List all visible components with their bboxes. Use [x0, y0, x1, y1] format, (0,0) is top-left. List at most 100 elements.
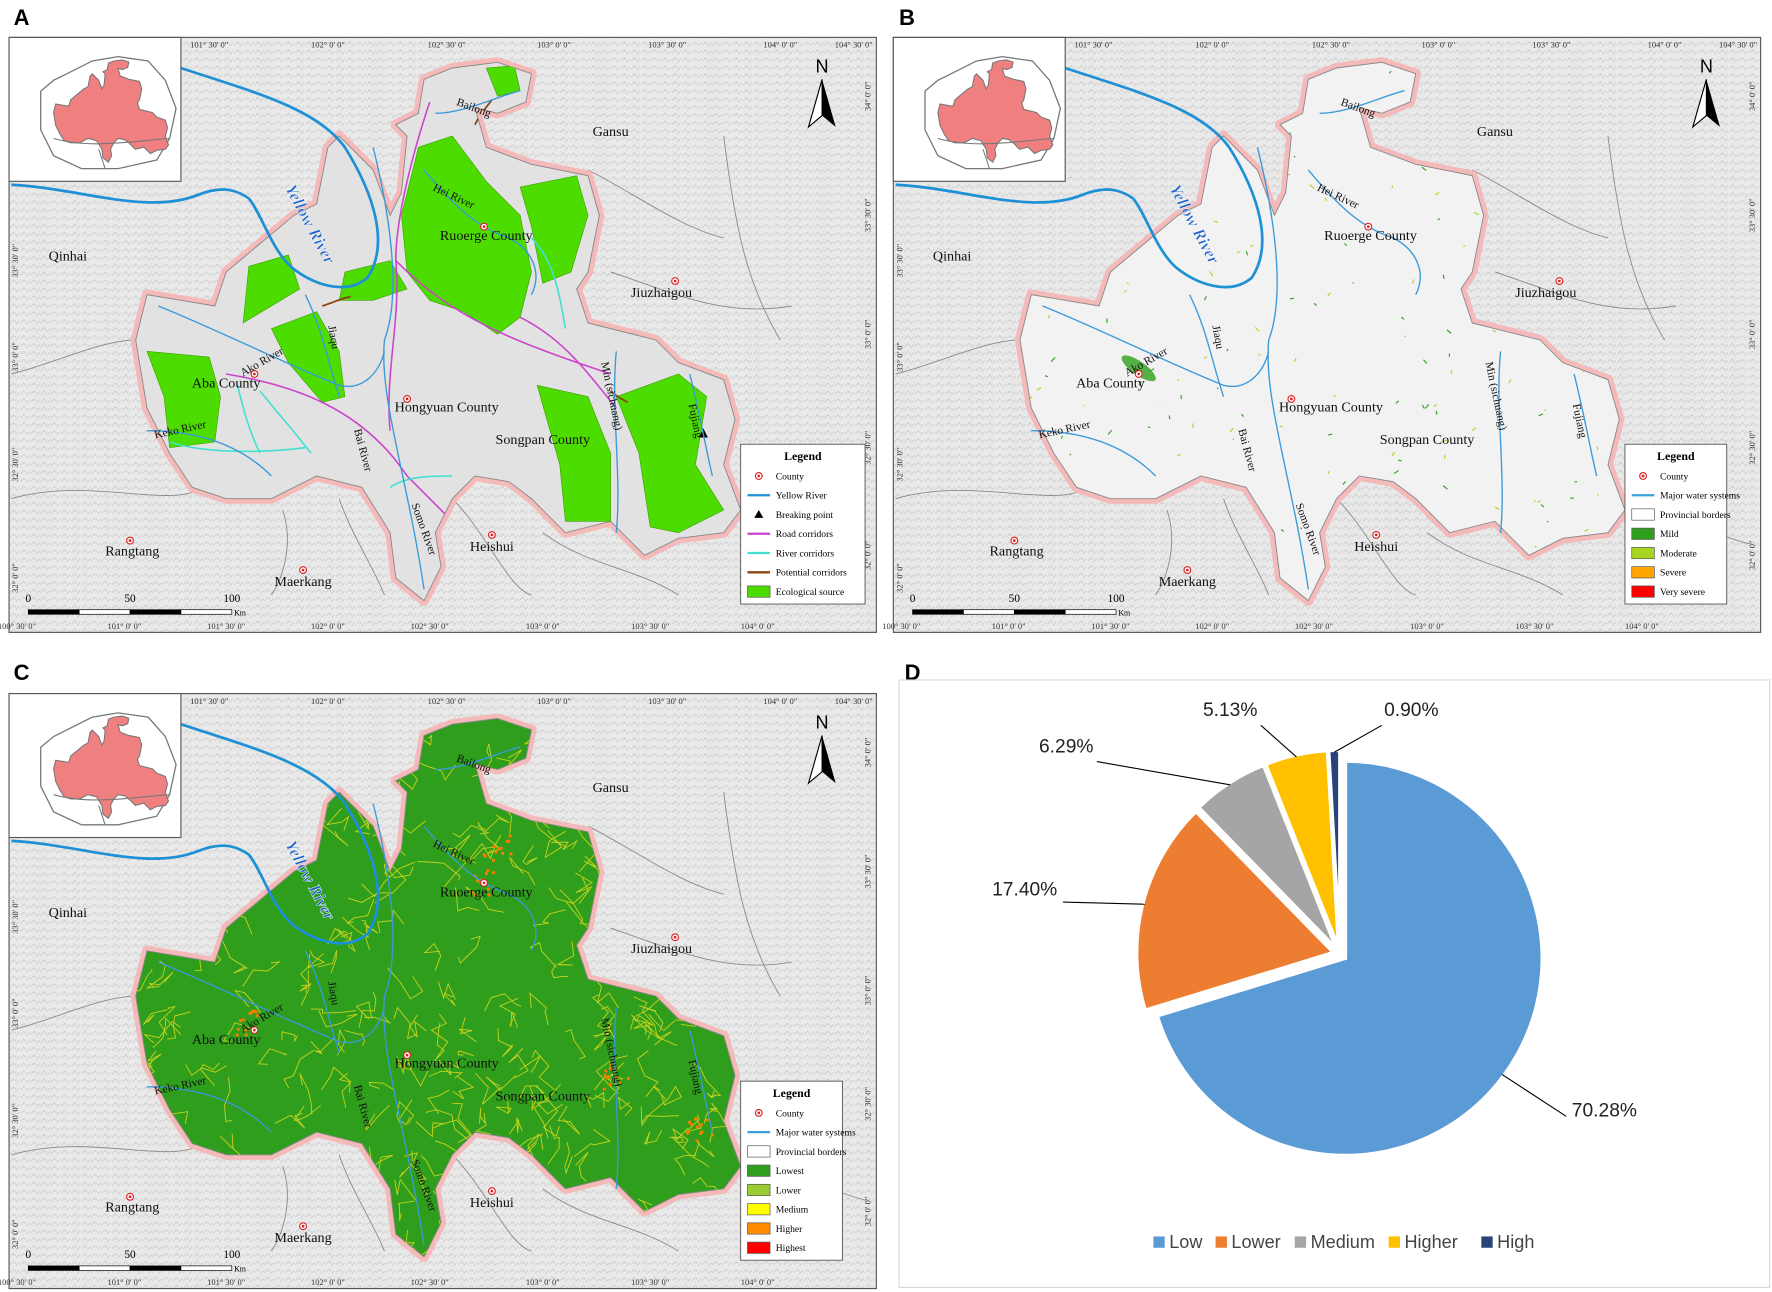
degradation-speck	[1395, 400, 1400, 404]
resistance-mesh	[575, 872, 593, 904]
high-resistance	[491, 871, 496, 875]
legend-swatch	[1631, 585, 1655, 598]
longitude-label: 103° 0' 0"	[537, 40, 571, 50]
high-resistance	[492, 844, 496, 849]
latitude-label: 33° 30' 0"	[894, 244, 904, 278]
north-arrow-hollow	[1691, 79, 1707, 129]
scale-label: 100	[223, 1249, 240, 1261]
longitude-label: 101° 30' 0"	[190, 40, 228, 50]
resistance-mesh	[281, 1031, 298, 1042]
latitude-label: 32° 0' 0"	[863, 540, 873, 570]
latitude-label: 33° 30' 0"	[10, 900, 20, 934]
degradation-speck	[1546, 520, 1549, 523]
river	[613, 1007, 619, 1189]
longitude-label: 103° 30' 0"	[1532, 40, 1570, 50]
resistance-mesh	[474, 1072, 502, 1105]
high-resistance	[700, 1130, 704, 1134]
county-dot-center	[1290, 397, 1293, 401]
resistance-mesh	[517, 1085, 545, 1102]
yellow-river	[1064, 66, 1264, 289]
county-dot-center	[1137, 372, 1141, 376]
place-label: Qinhai	[49, 905, 88, 921]
resistance-mesh	[457, 1050, 474, 1057]
legend-swatch	[747, 1183, 771, 1196]
resistance-mesh	[242, 961, 281, 987]
place-label: Songpan County	[496, 1088, 591, 1104]
resistance-mesh	[444, 982, 456, 1007]
county-dot-center	[405, 397, 409, 401]
longitude-label: 102° 30' 0"	[1295, 621, 1333, 631]
legend-label: Severe	[1660, 568, 1686, 579]
resistance-mesh	[397, 1200, 415, 1221]
resistance-mesh	[497, 1028, 514, 1058]
high-resistance	[693, 1117, 698, 1121]
resistance-mesh	[551, 963, 569, 979]
latitude-label: 33° 0' 0"	[1747, 320, 1757, 350]
resistance-mesh	[593, 1075, 620, 1102]
county-border	[271, 509, 288, 596]
panel-label: D	[905, 660, 921, 685]
river	[689, 373, 714, 477]
river	[1042, 305, 1270, 388]
degradation-speck	[1401, 316, 1405, 320]
scale-unit: Km	[1118, 608, 1131, 617]
resistance-mesh	[365, 1104, 390, 1131]
place-label: Aba County	[192, 1032, 262, 1048]
scale-label: 50	[1009, 593, 1021, 605]
scale-bar-segment	[78, 609, 131, 615]
longitude-label: 101° 0' 0"	[107, 621, 141, 631]
resistance-mesh	[585, 1091, 605, 1108]
resistance-mesh	[660, 1085, 683, 1106]
resistance-mesh	[509, 1117, 523, 1135]
resistance-mesh	[595, 1055, 628, 1095]
legend-label: Lower	[1231, 1232, 1280, 1252]
high-resistance	[236, 1027, 241, 1031]
degradation-speck	[1229, 427, 1234, 433]
inset-county-border	[53, 137, 170, 169]
degradation-speck	[1474, 211, 1480, 216]
resistance-mesh	[485, 1074, 517, 1091]
county-border	[1494, 271, 1676, 310]
resistance-mesh	[479, 1107, 487, 1124]
resistance-mesh	[398, 1099, 413, 1126]
degradation-speck	[1177, 454, 1181, 457]
resistance-mesh	[452, 824, 490, 838]
latitude-label: 33° 0' 0"	[863, 976, 873, 1006]
degradation-speck	[1412, 279, 1415, 284]
resistance-mesh	[640, 1106, 679, 1125]
longitude-label: 102° 0' 0"	[311, 621, 345, 631]
resistance-mesh	[293, 1105, 322, 1121]
latitude-label: 32° 0' 0"	[10, 563, 20, 593]
resistance-mesh	[632, 1015, 654, 1026]
degradation-speck	[1048, 314, 1050, 319]
river-corridor	[236, 385, 261, 454]
legend-label: Lower	[776, 1185, 802, 1196]
place-label: Heishui	[470, 1195, 514, 1211]
latitude-label: 32° 0' 0"	[10, 1219, 20, 1249]
high-resistance	[508, 834, 512, 838]
inset-map	[924, 56, 1062, 170]
county-border	[723, 792, 781, 997]
scale-bar-segment	[27, 609, 80, 615]
longitude-label: 103° 30' 0"	[648, 696, 686, 706]
legend-label: County	[776, 471, 804, 482]
legend-label: Mild	[1660, 529, 1679, 540]
latitude-label: 33° 30' 0"	[863, 855, 873, 889]
longitude-label: 103° 0' 0"	[526, 1277, 560, 1287]
latitude-label: 34° 0' 0"	[863, 82, 873, 112]
river-label: Jiaqu	[325, 324, 341, 350]
degradation-speck	[1044, 375, 1049, 378]
place-label: Maerkang	[1159, 574, 1216, 590]
latitude-label: 32° 30' 0"	[1747, 431, 1757, 465]
ecological-source	[401, 135, 532, 335]
county-border	[11, 339, 136, 375]
county-border	[587, 169, 724, 239]
place-label: Gansu	[1477, 124, 1513, 140]
latitude-label: 33° 30' 0"	[1747, 198, 1757, 232]
county-border	[271, 1166, 288, 1252]
legend-box	[1624, 443, 1728, 605]
north-arrow	[822, 79, 836, 127]
county-dot-center	[128, 1195, 132, 1199]
resistance-mesh	[336, 1028, 346, 1056]
resistance-mesh	[427, 1089, 450, 1114]
